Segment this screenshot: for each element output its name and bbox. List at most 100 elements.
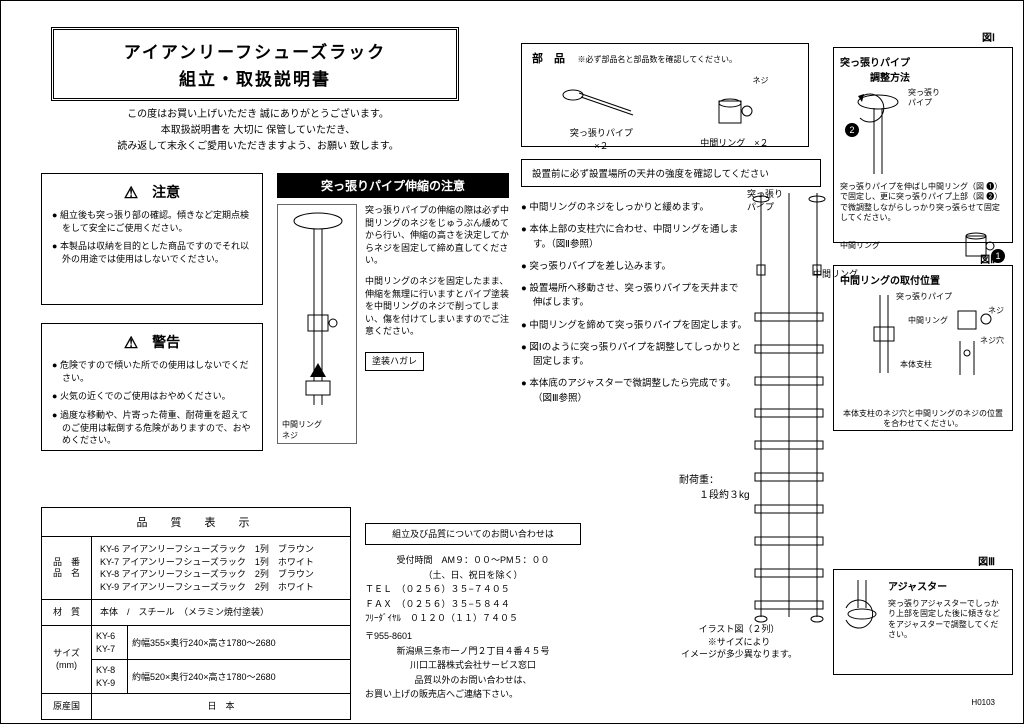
document-code: H0103 bbox=[971, 698, 995, 707]
position-box: 中間リングの取付位置 突っ張りパイプ 中間リング ネジ ネジ穴 本体支柱 本体支… bbox=[833, 265, 1013, 431]
greeting-text: この度はお買い上げいただき 誠にありがとうございます。 本取扱説明書を 大切に … bbox=[73, 107, 443, 155]
svg-text:2: 2 bbox=[849, 125, 854, 135]
install-step: 中間リングのネジをしっかりと緩めます。 bbox=[521, 201, 747, 215]
method-ring-label: 中間リング bbox=[840, 241, 880, 251]
contact-fax: ＦＡＸ （０２５６）３５−５８４４ bbox=[365, 597, 581, 611]
illust-note-1: イラスト図（２列） bbox=[669, 623, 809, 636]
position-note: 本体支柱のネジ穴と中間リングのネジの位置を合わせてください。 bbox=[840, 409, 1006, 430]
contact-box: 組立及び品質についてのお問い合わせは 受付時間 AM９：００〜PM５：００ （土… bbox=[365, 523, 581, 701]
install-steps: 中間リングのネジをしっかりと緩めます。 本体上部の支柱穴に合わせ、中間リングを通… bbox=[521, 201, 747, 414]
tension-text: 突っ張りパイプの伸縮の際は必ず中間リングのネジをじゅうぶん緩めてから行い、伸縮の… bbox=[365, 204, 509, 444]
pos-pipe-label: 突っ張りパイプ bbox=[896, 292, 952, 302]
ring-label: 中間リングネジ bbox=[282, 419, 322, 441]
install-step: 突っ張りパイプを差し込みます。 bbox=[521, 260, 747, 274]
pos-screwhole-label: ネジ穴 bbox=[980, 336, 1004, 346]
contact-title: 組立及び品質についてのお問い合わせは bbox=[365, 523, 581, 545]
greeting-1: この度はお買い上げいただき 誠にありがとうございます。 bbox=[73, 107, 443, 123]
illust-note-2: ※サイズにより bbox=[669, 636, 809, 649]
position-title: 中間リングの取付位置 bbox=[840, 272, 1006, 287]
pipe-label: 突っ張りパイプ bbox=[570, 128, 633, 138]
parts-header: 部 品 bbox=[532, 53, 565, 65]
greeting-2: 本取扱説明書を 大切に 保管していただき、 bbox=[73, 123, 443, 139]
install-step: 設置場所へ移動させ、突っ張りパイプを天井まで伸ばします。 bbox=[521, 282, 747, 311]
contact-tel: ＴＥＬ （０２５６）３５−７４０５ bbox=[365, 582, 581, 596]
part-pipe: 突っ張りパイプ ×２ bbox=[561, 76, 641, 152]
tension-diagram: 中間リングネジ bbox=[277, 204, 357, 444]
install-step: 図Ⅰのように突っ張りパイプを調整してしっかりと固定します。 bbox=[521, 341, 747, 370]
title-line-2: 組立・取扱説明書 bbox=[54, 65, 456, 90]
warning-item: 過度な移動や、片寄った荷重、耐荷重を超えてのご使用は転倒する危険がありますので、… bbox=[52, 409, 252, 447]
method-box: 突っ張りパイプ調整方法 2 突っ張り パイプ 突っ張りパイプを伸ばし中間リング（… bbox=[833, 47, 1013, 243]
tension-p1: 突っ張りパイプの伸縮の際は必ず中間リングのネジをじゅうぶん緩めてから行い、伸縮の… bbox=[365, 204, 509, 267]
caution-item: 組立後も突っ張り部の確認。傾きなど定期点検をして安全にご使用ください。 bbox=[52, 209, 252, 234]
qt-code-label: 品 番 品 名 bbox=[42, 537, 92, 599]
method-ring-diagram: 1 bbox=[936, 230, 1006, 264]
part-ring: ネジ 中間リング ×２ bbox=[700, 76, 768, 152]
qt-size-b-codes: KY-8 KY-9 bbox=[92, 660, 128, 693]
qt-size-a: 約幅355×奥行240×高さ1780～2680 bbox=[128, 626, 350, 659]
qt-material: 本体 / スチール （メラミン焼付塗装） bbox=[92, 600, 350, 625]
caution-title-text: 注意 bbox=[152, 184, 180, 200]
tension-title: 突っ張りパイプ伸縮の注意 bbox=[277, 173, 509, 198]
adjuster-desc: 突っ張りアジャスターでしっかり上部を固定した後に傾きなどをアジャスターで調整して… bbox=[888, 599, 1004, 641]
quality-header: 品 質 表 示 bbox=[42, 508, 350, 537]
tension-section: 突っ張りパイプ伸縮の注意 中間リングネジ 突っ張りパイプの伸縮の際は必ず中間リン… bbox=[277, 173, 509, 453]
warning-title: ⚠ 警告 bbox=[52, 332, 252, 353]
screw-label: ネジ bbox=[700, 76, 768, 86]
qt-material-label: 材 質 bbox=[42, 600, 92, 625]
load-info: 耐荷重： １段約３kg bbox=[679, 473, 750, 503]
warning-box: ⚠ 警告 危険ですので傾いた所での使用はしないでください。 火気の近くでのご使用… bbox=[41, 323, 263, 451]
qt-origin-label: 原産国 bbox=[42, 694, 92, 719]
contact-note2: お買い上げの販売店へご連絡下さい。 bbox=[365, 687, 581, 701]
load-value: １段約３kg bbox=[699, 488, 750, 503]
install-step: 中間リングを締めて突っ張りパイプを固定します。 bbox=[521, 319, 747, 333]
pos-ring-label: 中間リング bbox=[908, 316, 948, 326]
load-label: 耐荷重： bbox=[679, 473, 750, 488]
qt-origin: 日 本 bbox=[92, 694, 350, 719]
caution-title: ⚠ 注意 bbox=[52, 182, 252, 203]
title-line-1: アイアンリーフシューズラック bbox=[54, 38, 456, 63]
qt-size-label: サイズ (mm) bbox=[42, 626, 92, 693]
adjuster-icon bbox=[842, 578, 880, 622]
install-step: 本体底のアジャスターで微調整したら完成です。 （図Ⅲ参照） bbox=[521, 377, 747, 406]
qt-codes: KY-6 アイアンリーフシューズラック 1列 ブラウン KY-7 アイアンリーフ… bbox=[92, 537, 350, 599]
ring-label: 中間リング ×２ bbox=[700, 136, 768, 149]
ring-label-text: 中間リング bbox=[282, 420, 322, 429]
rack-illustration bbox=[749, 193, 829, 623]
pos-body-label: 本体支柱 bbox=[900, 360, 932, 370]
adjuster-box: アジャスター 突っ張りアジャスターでしっかり上部を固定した後に傾きなどをアジャス… bbox=[833, 569, 1013, 675]
method-title-2: 調整方法 bbox=[870, 73, 910, 84]
contact-addr2: 川口工器株式会社サービス窓口 bbox=[365, 658, 581, 672]
contact-free: ﾌﾘｰﾀﾞｲﾔﾙ ０１２０（１１）７４０５ bbox=[365, 611, 581, 625]
screw-label-text: ネジ bbox=[282, 431, 298, 440]
caution-item: 本製品は収納を目的とした商品ですのでそれ以外の用途では使用はしないでください。 bbox=[52, 240, 252, 265]
method-desc: 突っ張りパイプを伸ばし中間リング（図 ❶）で固定し、更に突っ張りパイプ上部（図 … bbox=[840, 182, 1006, 224]
greeting-3: 読み返して末永くご愛用いただきますよう、お願い 致します。 bbox=[73, 139, 443, 155]
fig-iii-label: 図Ⅲ bbox=[978, 553, 995, 568]
qt-size-b: 約幅520×奥行240×高さ1780～2680 bbox=[128, 660, 350, 693]
warning-title-text: 警告 bbox=[152, 334, 180, 350]
contact-note1: 品質以外のお問い合わせは、 bbox=[365, 673, 581, 687]
adjuster-title: アジャスター bbox=[888, 578, 1004, 593]
method-title-1: 突っ張りパイプ bbox=[840, 58, 910, 69]
svg-text:1: 1 bbox=[995, 251, 1000, 261]
parts-box: 部 品 ※必ず部品名と部品数を確認してください。 突っ張りパイプ×２ ネジ 中間… bbox=[521, 43, 809, 147]
warning-item: 危険ですので傾いた所での使用はしないでください。 bbox=[52, 359, 252, 384]
warning-triangle-icon: ⚠ bbox=[124, 333, 138, 353]
warning-item: 火気の近くでのご使用はおやめください。 bbox=[52, 390, 252, 403]
pipe-qty: ×２ bbox=[594, 141, 608, 151]
quality-table: 品 質 表 示 品 番 品 名 KY-6 アイアンリーフシューズラック 1列 ブ… bbox=[41, 507, 351, 720]
method-title: 突っ張りパイプ調整方法 bbox=[840, 54, 1006, 84]
contact-zip: 〒955-8601 bbox=[365, 629, 581, 643]
peel-label: 塗装ハガレ bbox=[365, 352, 424, 371]
contact-hours-note: （土、日、祝日を除く） bbox=[365, 568, 581, 582]
illust-note-3: イメージが多少異なります。 bbox=[669, 648, 809, 661]
contact-hours: 受付時間 AM９：００〜PM５：００ bbox=[365, 553, 581, 567]
tension-p2: 中間リングのネジを固定したまま、伸縮を無理に行いますとパイプ塗装を中間リングのネ… bbox=[365, 275, 509, 338]
method-pipe-label: 突っ張り パイプ bbox=[908, 88, 940, 178]
method-diagram: 2 bbox=[840, 88, 904, 178]
caution-box: ⚠ 注意 組立後も突っ張り部の確認。傾きなど定期点検をして安全にご使用ください。… bbox=[41, 173, 263, 305]
warning-triangle-icon: ⚠ bbox=[124, 183, 138, 203]
qt-size-a-codes: KY-6 KY-7 bbox=[92, 626, 128, 659]
pipe-icon bbox=[561, 76, 641, 126]
